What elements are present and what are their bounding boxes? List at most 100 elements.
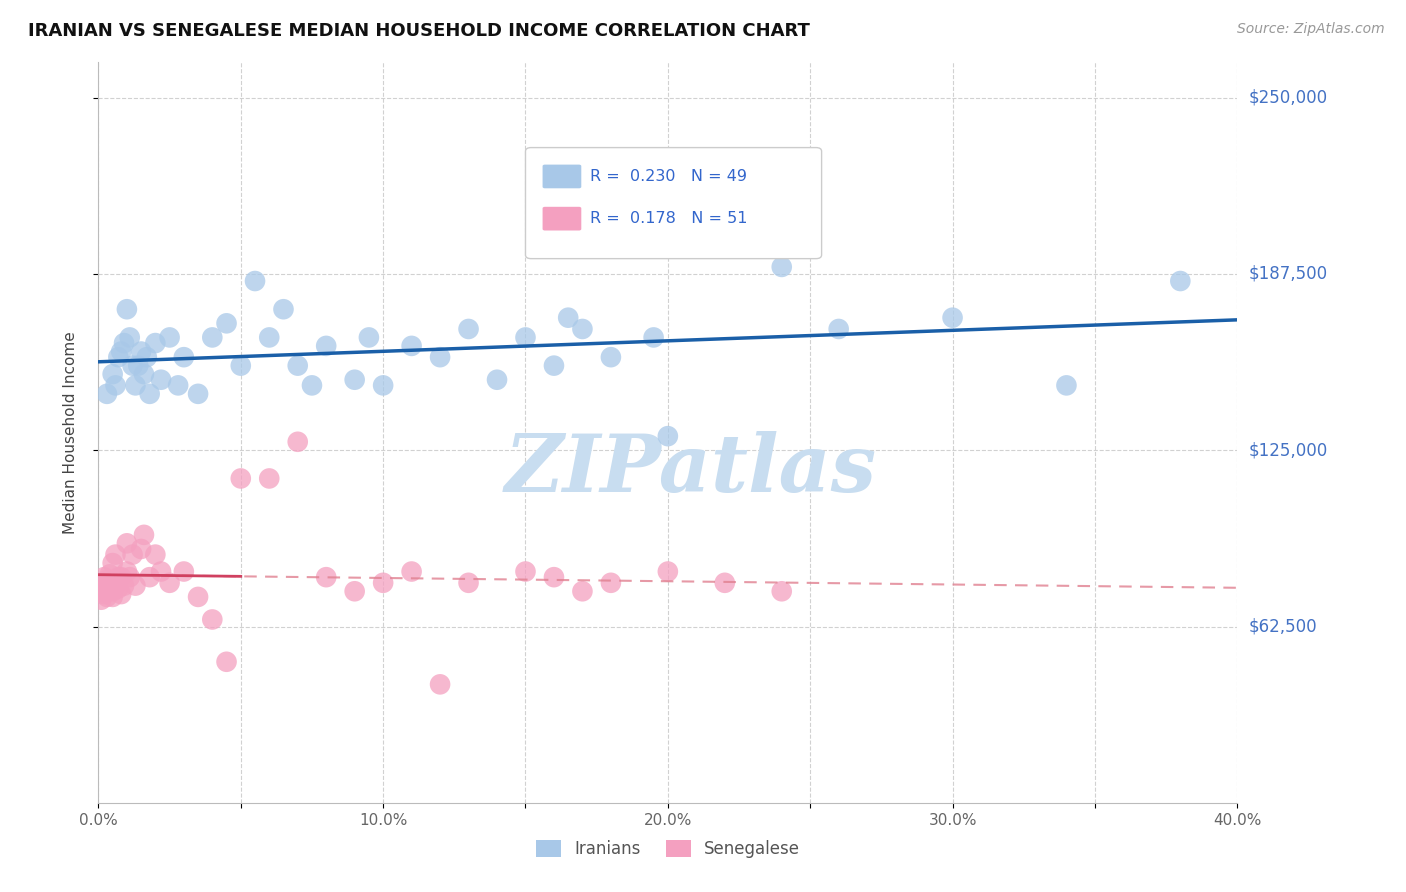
Point (129, 344, 152, 359)
Point (229, 471, 252, 485)
Y-axis label: Median Household Income: Median Household Income (63, 331, 77, 534)
Point (150, 373, 173, 387)
Point (187, 387, 209, 401)
Point (543, 570, 565, 584)
Point (96, 387, 118, 401)
Point (110, 344, 132, 359)
Text: R =  0.178   N = 51: R = 0.178 N = 51 (591, 211, 748, 227)
Point (600, 350, 623, 364)
Point (101, 590, 124, 604)
Point (600, 575, 623, 590)
Point (343, 584, 366, 599)
Point (93, 575, 115, 590)
Text: $125,000: $125,000 (1249, 442, 1327, 459)
Point (124, 579, 146, 593)
Point (107, 582, 129, 596)
Point (118, 330, 141, 344)
Point (714, 575, 737, 590)
Point (110, 587, 132, 601)
Legend: Iranians, Senegalese: Iranians, Senegalese (529, 833, 807, 865)
Point (287, 434, 309, 449)
Point (401, 565, 423, 579)
Point (101, 367, 124, 381)
Point (129, 541, 152, 556)
Point (159, 575, 181, 590)
Point (557, 310, 579, 325)
Text: Source: ZipAtlas.com: Source: ZipAtlas.com (1237, 22, 1385, 37)
Point (259, 330, 281, 344)
Point (315, 339, 337, 353)
Point (112, 579, 135, 593)
Text: IRANIAN VS SENEGALESE MEDIAN HOUSEHOLD INCOME CORRELATION CHART: IRANIAN VS SENEGALESE MEDIAN HOUSEHOLD I… (28, 22, 810, 40)
Point (145, 336, 167, 351)
Point (301, 378, 323, 392)
Point (101, 584, 124, 599)
Point (115, 565, 138, 579)
Point (343, 373, 366, 387)
Point (104, 579, 127, 593)
Point (112, 336, 135, 351)
Point (942, 310, 965, 325)
Point (98, 579, 121, 593)
Point (357, 330, 380, 344)
Point (373, 378, 395, 392)
Point (121, 359, 143, 373)
Point (132, 528, 155, 542)
Point (457, 322, 479, 336)
Point (96, 573, 118, 587)
FancyBboxPatch shape (543, 207, 581, 230)
Point (315, 570, 337, 584)
Point (173, 565, 195, 579)
Point (828, 322, 851, 336)
Point (215, 655, 238, 669)
Point (90, 584, 112, 599)
Point (107, 350, 129, 364)
Point (273, 302, 295, 317)
Text: $62,500: $62,500 (1249, 617, 1317, 635)
Text: ZIPatlas: ZIPatlas (505, 431, 877, 508)
Point (104, 548, 127, 562)
Point (115, 536, 138, 550)
Point (643, 330, 665, 344)
Point (127, 359, 149, 373)
Point (167, 378, 190, 392)
FancyBboxPatch shape (543, 165, 581, 188)
Point (373, 575, 395, 590)
FancyBboxPatch shape (526, 147, 821, 259)
Point (98, 567, 121, 582)
Point (121, 548, 143, 562)
Point (118, 570, 141, 584)
Point (571, 584, 593, 599)
Point (486, 373, 509, 387)
Point (135, 350, 157, 364)
Point (110, 570, 132, 584)
Point (107, 570, 129, 584)
Point (93, 570, 115, 584)
Point (243, 274, 266, 288)
Point (657, 565, 679, 579)
Point (138, 570, 160, 584)
Point (259, 471, 281, 485)
Point (96, 590, 118, 604)
Point (150, 565, 173, 579)
Point (215, 316, 238, 330)
Point (770, 584, 793, 599)
Point (159, 330, 181, 344)
Point (287, 359, 309, 373)
Point (229, 359, 252, 373)
Text: R =  0.230   N = 49: R = 0.230 N = 49 (591, 169, 748, 184)
Point (115, 302, 138, 317)
Point (429, 677, 451, 691)
Point (1170, 274, 1192, 288)
Point (515, 565, 537, 579)
Point (515, 330, 537, 344)
Point (173, 350, 195, 364)
Point (145, 548, 167, 562)
Point (571, 322, 593, 336)
Text: $250,000: $250,000 (1249, 88, 1327, 107)
Point (201, 612, 224, 626)
Text: $187,500: $187,500 (1249, 265, 1327, 283)
Point (770, 260, 793, 274)
Point (104, 378, 127, 392)
Point (457, 575, 479, 590)
